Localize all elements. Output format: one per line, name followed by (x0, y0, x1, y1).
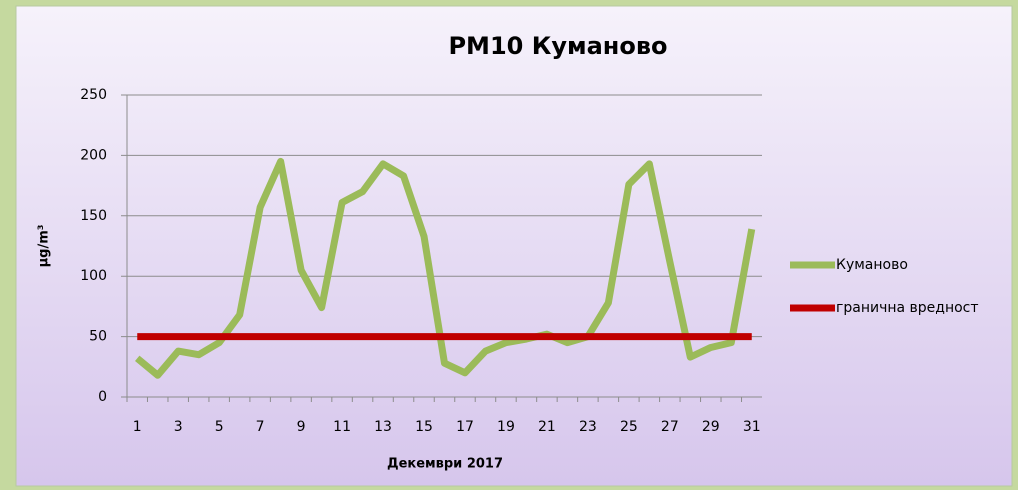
y-axis-label: µg/m³ (37, 225, 52, 268)
series-line (135, 157, 756, 379)
x-tick-label: 21 (538, 419, 556, 435)
x-axis-label: Декември 2017 (387, 457, 503, 472)
x-tick-label: 11 (333, 419, 351, 435)
y-tick-label: 100 (80, 268, 107, 284)
x-tick-label: 29 (702, 419, 720, 435)
x-tick-label: 25 (620, 419, 638, 435)
x-tick-label: 27 (661, 419, 679, 435)
x-tick-label: 3 (174, 419, 183, 435)
y-tick-label: 0 (98, 389, 107, 405)
x-tick-label: 17 (456, 419, 474, 435)
x-tick-label: 13 (374, 419, 392, 435)
y-tick-label: 200 (80, 147, 107, 163)
legend-label: гранична вредност (836, 300, 979, 316)
x-tick-label: 1 (133, 419, 142, 435)
legend-label: Куманово (836, 257, 908, 273)
x-tick-label: 7 (256, 419, 265, 435)
x-tick-label: 19 (497, 419, 515, 435)
y-tick-label: 250 (80, 87, 107, 103)
x-tick-label: 9 (297, 419, 306, 435)
x-tick-label: 15 (415, 419, 433, 435)
x-tick-label: 31 (743, 419, 761, 435)
y-tick-label: 50 (89, 329, 107, 345)
y-tick-label: 150 (80, 208, 107, 224)
x-tick-label: 5 (215, 419, 224, 435)
chart-title: PM10 Куманово (448, 32, 667, 60)
chart-area (15, 5, 1013, 487)
x-tick-label: 23 (579, 419, 597, 435)
